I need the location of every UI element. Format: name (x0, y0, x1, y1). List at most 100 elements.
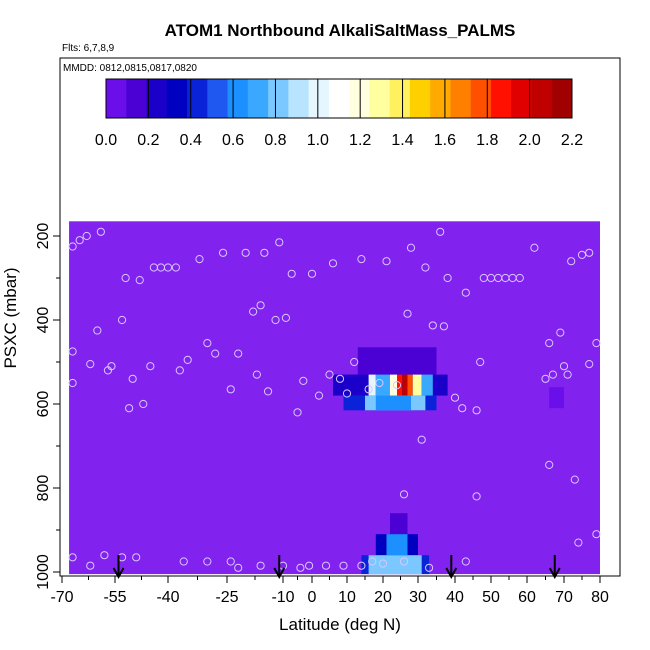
sample-point (183, 355, 192, 364)
x-tick-label: 70 (555, 589, 573, 606)
colorbar-frame (105, 78, 573, 119)
colorbar-segment (409, 79, 431, 118)
colorbar-segment (470, 79, 492, 118)
x-tick-label: 60 (518, 589, 536, 606)
colorbar-tick-label: 2.0 (519, 132, 541, 149)
sample-point (357, 561, 366, 570)
sample-point (314, 391, 324, 400)
colorbar-segment (531, 79, 553, 118)
sample-point (472, 406, 481, 415)
heatmap-cell (421, 374, 433, 396)
sample-point (256, 301, 265, 310)
sample-point (135, 276, 144, 285)
colorbar-segment (450, 79, 472, 118)
colorbar-tick-labels: 0.0 0.2 0.4 0.6 0.8 1.0 1.2 1.4 1.6 1.8 2.0 2.2 (95, 132, 583, 149)
x-axis: -70 -55 -40 -25 -10 0 10 20 30 40 50 60 70 80 (50, 576, 609, 606)
sample-point (146, 362, 155, 371)
colorbar-segment (268, 79, 289, 118)
colorbar-tick-label: 2.2 (561, 132, 583, 149)
colorbar-segment (308, 79, 330, 118)
colorbar-segment (227, 79, 249, 118)
sample-point (117, 315, 127, 325)
colorbar-segment (187, 79, 208, 118)
sample-point (293, 408, 302, 417)
sample-point (548, 370, 558, 379)
sample-point (96, 227, 105, 236)
sample-point (82, 231, 91, 241)
sample-point (211, 349, 220, 358)
sample-point (368, 557, 377, 566)
sample-point (461, 557, 470, 566)
x-tick-label: -70 (50, 589, 73, 606)
y-axis-label: PSXC (mbar) (1, 267, 20, 368)
colorbar-segment (146, 79, 168, 118)
sample-point (592, 530, 601, 539)
sample-point (203, 557, 212, 566)
colorbar-tick-label: 0.8 (264, 132, 286, 149)
heatmap-cell (357, 347, 437, 375)
sample-point (296, 563, 305, 572)
sample-point (226, 557, 235, 566)
heatmap-cell (397, 374, 403, 396)
dates-label: MMDD: 0812,0815,0817,0820 (63, 63, 197, 74)
sample-point (68, 347, 77, 356)
sample-point (307, 269, 317, 278)
colorbar-tick-label: 1.8 (476, 132, 498, 149)
heatmap-field (69, 221, 601, 575)
sample-point (125, 404, 134, 413)
colorbar-segment (288, 79, 310, 118)
flight-arrow-head (273, 567, 286, 580)
sample-point (68, 378, 77, 388)
sample-point (226, 385, 235, 394)
y-tick-label: 1000 (35, 554, 52, 590)
sample-point (328, 259, 338, 268)
colorbar-segment (207, 79, 229, 118)
sample-point (461, 288, 470, 297)
sample-point (287, 269, 296, 278)
heatmap-cell (412, 374, 422, 396)
sample-point (425, 563, 434, 572)
sample-point (545, 339, 554, 348)
sample-point (443, 273, 452, 283)
sample-point (450, 393, 460, 402)
sample-point (121, 273, 130, 283)
flight-arrow (548, 555, 561, 580)
sample-point (399, 557, 409, 566)
sample-point (545, 460, 554, 469)
flight-arrow (112, 555, 125, 580)
sample-point (171, 263, 180, 272)
y-tick-label: 800 (35, 475, 52, 502)
sample-point (299, 376, 308, 385)
sample-point (357, 255, 366, 264)
x-tick-label: 80 (591, 589, 609, 606)
sample-point (530, 243, 539, 252)
plot-frame (59, 57, 621, 577)
sample-point (592, 339, 601, 348)
sample-point (139, 399, 148, 409)
sample-point (68, 242, 77, 251)
colorbar-segment (430, 79, 451, 118)
sample-point (260, 248, 269, 257)
sample-point (421, 263, 430, 272)
sample-point (275, 238, 284, 247)
sample-point (128, 374, 137, 383)
colorbar-tick-label: 1.4 (391, 132, 413, 149)
sample-point (541, 374, 550, 383)
flight-arrow-head (548, 567, 561, 580)
colorbar-segment (328, 79, 350, 118)
colorbar-tick-label: 0.6 (222, 132, 244, 149)
sample-point (75, 236, 84, 245)
colorbar-segment (490, 79, 512, 118)
sample-point (252, 370, 261, 379)
sample-point (93, 326, 102, 335)
sample-point (428, 321, 437, 330)
sample-point (574, 538, 583, 547)
sample-point (68, 553, 77, 562)
colorbar (105, 78, 573, 119)
colorbar-segment (511, 79, 532, 118)
heatmap-background (69, 221, 601, 575)
sample-point (335, 374, 345, 383)
sample-point (476, 357, 485, 367)
sample-point (563, 370, 572, 379)
sample-point (339, 561, 348, 570)
